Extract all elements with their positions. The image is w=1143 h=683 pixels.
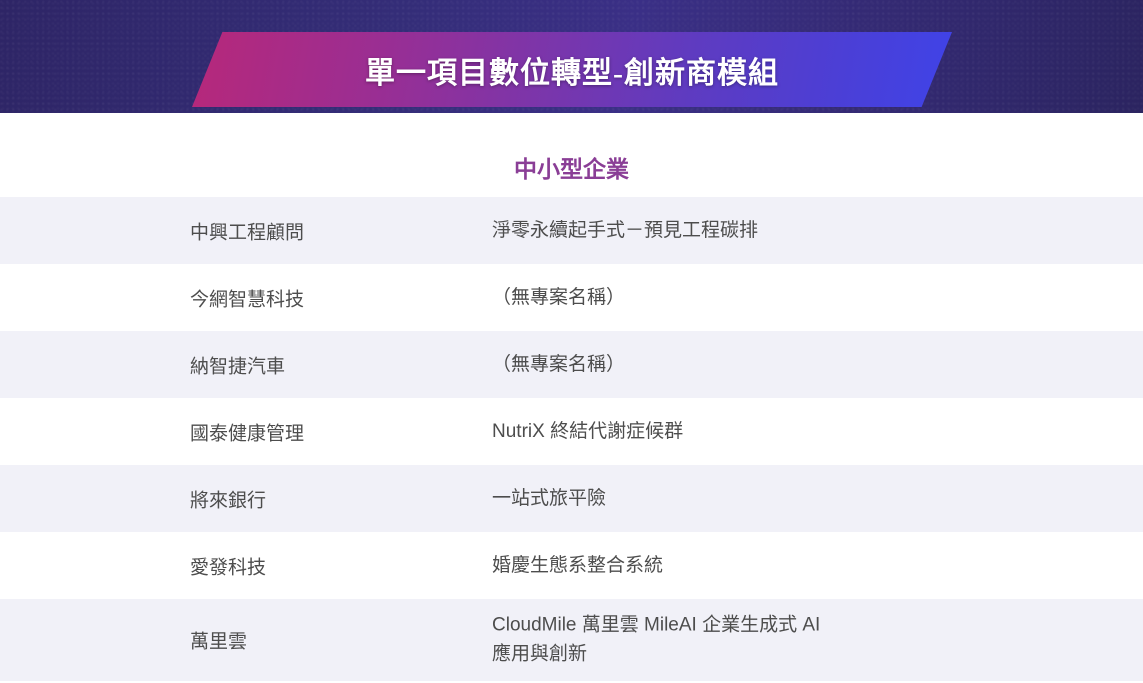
project-name-0: 淨零永續起手式－預見工程碳排 <box>492 216 758 245</box>
project-name-1: （無專案名稱） <box>492 283 625 312</box>
company-project-table: 中興工程顧問 淨零永續起手式－預見工程碳排 今網智慧科技 （無專案名稱） 納智捷… <box>0 197 1143 681</box>
table-row: 中興工程顧問 淨零永續起手式－預見工程碳排 <box>0 197 1143 264</box>
company-name-4: 將來銀行 <box>190 485 266 512</box>
title-ribbon: 單一項目數位轉型-創新商模組 <box>192 32 952 107</box>
company-name-3: 國泰健康管理 <box>190 418 304 445</box>
table-row: 納智捷汽車 （無專案名稱） <box>0 331 1143 398</box>
slide-page: 單一項目數位轉型-創新商模組 中小型企業 中興工程顧問 淨零永續起手式－預見工程… <box>0 0 1143 683</box>
company-name-5: 愛發科技 <box>190 552 266 579</box>
project-name-4: 一站式旅平險 <box>492 484 606 513</box>
company-name-6: 萬里雲 <box>190 627 247 654</box>
project-name-6: CloudMile 萬里雲 MileAI 企業生成式 AI 應用與創新 <box>492 612 992 669</box>
table-row: 愛發科技 婚慶生態系整合系統 <box>0 532 1143 599</box>
subtitle-label: 中小型企業 <box>514 156 629 182</box>
table-row: 萬里雲 CloudMile 萬里雲 MileAI 企業生成式 AI 應用與創新 <box>0 599 1143 681</box>
company-name-1: 今網智慧科技 <box>190 284 304 311</box>
project-name-2: （無專案名稱） <box>492 350 625 379</box>
table-row: 今網智慧科技 （無專案名稱） <box>0 264 1143 331</box>
page-title: 單一項目數位轉型-創新商模組 <box>365 48 779 92</box>
company-name-0: 中興工程顧問 <box>190 217 304 244</box>
company-name-2: 納智捷汽車 <box>190 351 285 378</box>
subtitle-row: 中小型企業 <box>0 150 1143 184</box>
project-name-5: 婚慶生態系整合系統 <box>492 551 663 580</box>
ribbon-container: 單一項目數位轉型-創新商模組 <box>192 32 952 107</box>
table-row: 將來銀行 一站式旅平險 <box>0 465 1143 532</box>
project-name-3: NutriX 終結代謝症候群 <box>492 417 683 446</box>
table-row: 國泰健康管理 NutriX 終結代謝症候群 <box>0 398 1143 465</box>
